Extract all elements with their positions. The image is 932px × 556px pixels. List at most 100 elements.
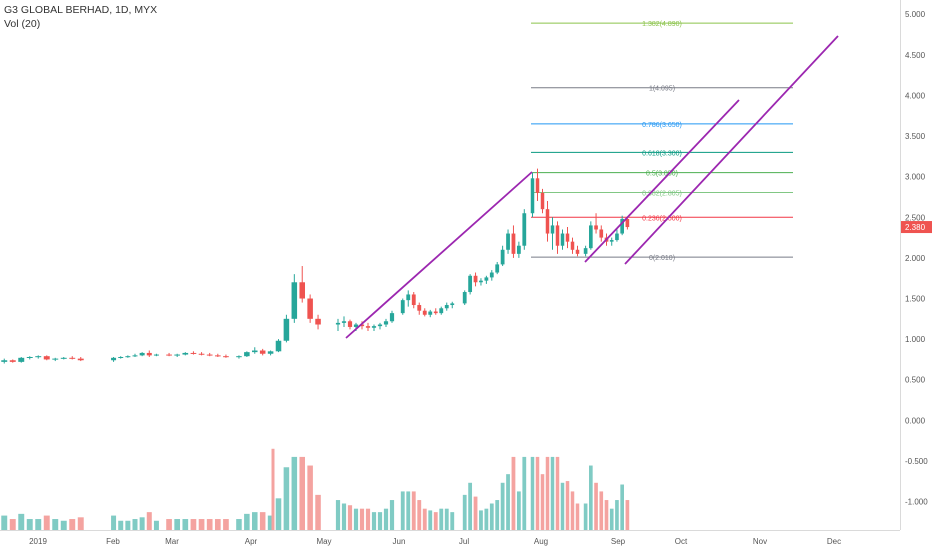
volume-bar — [198, 519, 205, 530]
symbol-title[interactable]: G3 GLOBAL BERHAD, 1D, MYX — [4, 4, 158, 16]
candle-body — [400, 300, 405, 314]
time-tick-label: 2019 — [29, 537, 47, 546]
volume-bar — [283, 467, 290, 530]
candle-body — [522, 213, 527, 246]
candle-body — [383, 321, 389, 325]
price-tick-label: -0.500 — [905, 457, 928, 466]
candle-body — [125, 356, 131, 358]
fib-level-label: 0.618(3.300) — [642, 150, 682, 157]
candle-body — [450, 303, 455, 306]
candle-body — [468, 275, 473, 293]
volume-bar — [422, 508, 427, 530]
price-chart[interactable]: 0(2.010) 0.236(2.500) 0.382(2.805) 0.5(3.05… — [0, 0, 900, 530]
price-tick-label: 5.000 — [905, 10, 926, 19]
candle-body — [428, 311, 433, 315]
candle-body — [550, 225, 555, 234]
time-tick-label: Apr — [245, 537, 258, 546]
trend-channel-line — [584, 99, 740, 263]
time-tick-label: Sep — [611, 537, 626, 546]
volume-bar — [315, 494, 321, 530]
volume-bar — [291, 456, 298, 530]
volume-bar — [560, 482, 565, 530]
volume-bar — [417, 500, 422, 530]
volume-bar — [589, 465, 593, 530]
volume-bar — [341, 503, 347, 530]
volume-spike-bar — [271, 448, 275, 530]
volume-bar — [9, 519, 16, 530]
candle-body — [52, 358, 59, 360]
candle-body — [365, 326, 371, 328]
volume-bar — [522, 456, 527, 530]
candle-body — [625, 218, 630, 228]
price-tick-label: 4.000 — [905, 91, 926, 100]
volume-bar — [615, 500, 619, 530]
candle-body — [9, 360, 16, 362]
volume-bar — [275, 498, 282, 530]
candle-body — [69, 357, 76, 359]
volume-bar — [125, 520, 131, 530]
candle-body — [484, 277, 489, 281]
candle-body — [198, 353, 205, 355]
volume-bar — [252, 512, 258, 530]
candle-body — [545, 209, 550, 234]
volume-legend[interactable]: Vol (20) — [4, 18, 41, 30]
volume-bar — [43, 515, 50, 530]
candle-body — [35, 356, 42, 358]
candle-body — [275, 340, 282, 352]
volume-bar — [146, 512, 152, 530]
volume-bar — [450, 512, 455, 530]
volume-bar — [530, 456, 535, 530]
candle-body — [516, 245, 521, 254]
volume-bar — [383, 508, 389, 530]
current-price-label: 2.380 — [905, 223, 926, 232]
volume-bar — [52, 519, 59, 530]
price-scale[interactable]: 5.000 4.500 4.000 3.500 3.000 2.500 2.000 1.500… — [900, 0, 932, 530]
volume-bar — [77, 517, 84, 530]
candle-body — [377, 324, 383, 327]
volume-bar — [489, 503, 494, 530]
candle-body — [615, 233, 619, 241]
candle-body — [60, 357, 67, 359]
volume-bar — [118, 520, 124, 530]
candle-body — [347, 321, 353, 327]
candle-body — [315, 318, 321, 325]
candle-body — [422, 310, 427, 315]
candle-body — [489, 272, 494, 278]
candle-body — [236, 356, 242, 358]
time-scale[interactable]: 2019 Feb Mar Apr May Jun Jul Aug Sep Oct Nov Dec — [0, 530, 900, 551]
candle-body — [259, 350, 266, 354]
volume-bar — [535, 456, 540, 530]
price-tick-label: 2.000 — [905, 254, 926, 263]
candle-body — [609, 240, 614, 242]
volume-bar — [182, 519, 189, 530]
candle-body — [371, 326, 377, 328]
candle-body — [411, 294, 416, 306]
candle-body — [283, 318, 290, 341]
candle-body — [444, 305, 449, 309]
time-tick-label: Oct — [675, 537, 688, 546]
candle-body — [506, 233, 510, 250]
volume-bar — [236, 519, 242, 530]
time-tick-label: Dec — [827, 537, 841, 546]
candle-body — [473, 275, 478, 283]
price-tick-label: 3.500 — [905, 132, 926, 141]
volume-bar — [555, 456, 560, 530]
volume-bar — [377, 512, 383, 530]
volume-bar — [550, 456, 555, 530]
candle-body — [535, 178, 540, 193]
candle-body — [594, 225, 598, 230]
volume-bar — [353, 508, 359, 530]
candle-body — [174, 354, 181, 356]
fib-level-label: 0(2.010) — [649, 255, 675, 262]
time-tick-label: Jul — [459, 537, 469, 546]
volume-bar — [111, 515, 117, 530]
fib-level-label: 0.382(2.805) — [642, 191, 682, 198]
candle-body — [575, 249, 580, 254]
fib-level-label: 1(4.095) — [649, 86, 675, 93]
candle-body — [223, 356, 229, 358]
candle-body — [565, 233, 570, 242]
candle-body — [479, 280, 483, 283]
volume-bar — [335, 500, 341, 530]
candle-body — [139, 352, 145, 356]
